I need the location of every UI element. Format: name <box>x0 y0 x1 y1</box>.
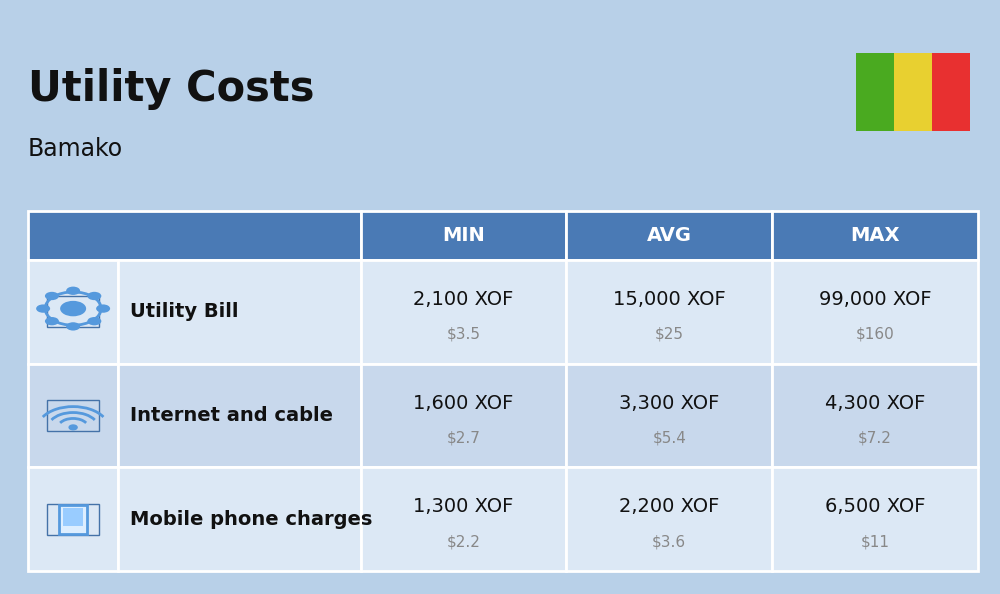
Text: 4,300 XOF: 4,300 XOF <box>825 394 925 412</box>
Circle shape <box>87 292 101 300</box>
Bar <box>63 508 83 526</box>
Text: $3.6: $3.6 <box>652 535 686 550</box>
Text: $25: $25 <box>655 327 684 342</box>
Bar <box>360 211 566 260</box>
Circle shape <box>60 301 86 316</box>
Text: 1,300 XOF: 1,300 XOF <box>413 498 514 516</box>
Text: MIN: MIN <box>442 226 485 245</box>
Bar <box>118 364 360 467</box>
Bar <box>360 467 566 571</box>
Text: MAX: MAX <box>850 226 900 245</box>
Bar <box>772 260 978 364</box>
Bar <box>566 260 772 364</box>
Text: $160: $160 <box>856 327 894 342</box>
Text: Utility Bill: Utility Bill <box>130 302 239 321</box>
Bar <box>118 260 360 364</box>
Bar <box>772 364 978 467</box>
Bar <box>28 467 118 571</box>
Text: Bamako: Bamako <box>28 137 123 160</box>
Circle shape <box>45 317 59 326</box>
Text: 2,200 XOF: 2,200 XOF <box>619 498 719 516</box>
Bar <box>47 400 99 431</box>
Bar <box>932 53 970 131</box>
Circle shape <box>36 304 50 312</box>
Bar <box>566 364 772 467</box>
Text: 1,600 XOF: 1,600 XOF <box>413 394 514 412</box>
Circle shape <box>87 317 101 326</box>
Bar <box>894 53 932 131</box>
Bar <box>59 504 87 535</box>
Bar <box>360 260 566 364</box>
Text: $2.2: $2.2 <box>446 535 480 550</box>
Bar <box>28 211 360 260</box>
Bar <box>360 364 566 467</box>
Text: $11: $11 <box>861 535 890 550</box>
Text: Mobile phone charges: Mobile phone charges <box>130 510 373 529</box>
Circle shape <box>66 286 80 295</box>
Text: 3,300 XOF: 3,300 XOF <box>619 394 719 412</box>
Circle shape <box>66 322 80 331</box>
Bar <box>28 260 118 364</box>
Text: $2.7: $2.7 <box>446 431 480 446</box>
Bar <box>772 467 978 571</box>
Bar <box>47 504 99 535</box>
Circle shape <box>96 304 110 312</box>
Text: $3.5: $3.5 <box>446 327 480 342</box>
Text: $5.4: $5.4 <box>652 431 686 446</box>
Text: $7.2: $7.2 <box>858 431 892 446</box>
Bar <box>47 296 99 327</box>
Bar <box>566 211 772 260</box>
Circle shape <box>69 425 77 429</box>
Text: AVG: AVG <box>647 226 692 245</box>
Text: Utility Costs: Utility Costs <box>28 68 314 110</box>
Bar <box>856 53 894 131</box>
Bar <box>566 467 772 571</box>
Text: 15,000 XOF: 15,000 XOF <box>613 290 726 308</box>
Bar <box>28 364 118 467</box>
Text: 6,500 XOF: 6,500 XOF <box>825 498 925 516</box>
Text: 2,100 XOF: 2,100 XOF <box>413 290 514 308</box>
Circle shape <box>45 292 59 300</box>
Bar <box>118 467 360 571</box>
Text: 99,000 XOF: 99,000 XOF <box>819 290 931 308</box>
Bar <box>772 211 978 260</box>
Text: Internet and cable: Internet and cable <box>130 406 333 425</box>
